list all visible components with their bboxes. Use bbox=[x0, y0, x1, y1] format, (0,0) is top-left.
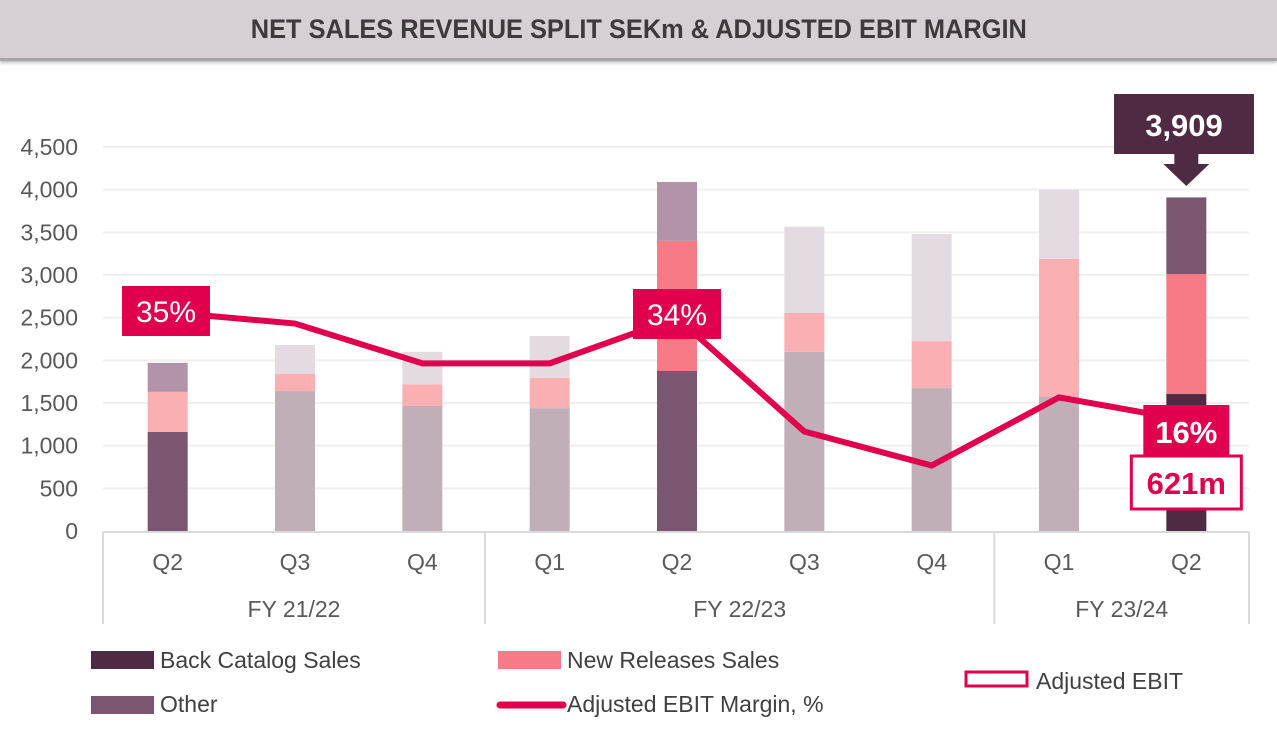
legend-swatch-other bbox=[91, 696, 154, 714]
bar-segment-other bbox=[1166, 197, 1207, 275]
down-arrow-icon bbox=[1163, 154, 1210, 186]
total-callout-box bbox=[1114, 94, 1254, 154]
bar-segment-other bbox=[784, 226, 825, 313]
legend-swatch-back-catalog bbox=[91, 651, 154, 669]
bar-segment-back-catalog bbox=[147, 432, 188, 531]
legend: Back Catalog Sales New Releases Sales Adju… bbox=[91, 647, 1183, 717]
bar-segment-new-releases bbox=[529, 377, 570, 409]
bar-segment-other bbox=[1039, 189, 1079, 259]
x-tick-label: Q3 bbox=[789, 549, 820, 575]
margin-label-box bbox=[122, 286, 210, 336]
chart-title: NET SALES REVENUE SPLIT SEKm & ADJUSTED … bbox=[250, 13, 1027, 44]
legend-label-new-releases: New Releases Sales bbox=[567, 647, 779, 673]
legend-label-margin: Adjusted EBIT Margin, % bbox=[567, 691, 824, 717]
total-callout-value: 3,909 bbox=[1145, 108, 1223, 143]
margin-label-box bbox=[633, 289, 721, 339]
margin-label: 16% bbox=[1155, 415, 1217, 450]
bar-segment-new-releases bbox=[1039, 258, 1079, 398]
y-tick-label: 500 bbox=[40, 475, 78, 501]
bar-segment-other bbox=[911, 234, 952, 342]
x-tick-label: Q4 bbox=[916, 549, 947, 575]
bar-segment-new-releases bbox=[911, 341, 952, 389]
bar-segment-back-catalog bbox=[529, 408, 570, 531]
fiscal-year-label: FY 21/22 bbox=[248, 596, 341, 622]
legend-swatch-adjusted-ebit bbox=[964, 670, 1029, 688]
data-labels: 35% 34% 16% 621m 3,909 bbox=[122, 94, 1254, 511]
y-tick-label: 1,000 bbox=[20, 433, 78, 459]
fiscal-year-label: FY 22/23 bbox=[693, 596, 786, 622]
legend-label-adjusted-ebit: Adjusted EBIT bbox=[1036, 668, 1183, 694]
x-tick-label: Q3 bbox=[280, 549, 311, 575]
x-tick-label: Q2 bbox=[662, 549, 693, 575]
x-tick-label: Q1 bbox=[534, 549, 565, 575]
legend-label-other: Other bbox=[160, 691, 218, 717]
x-tick-label: Q4 bbox=[407, 549, 438, 575]
y-tick-label: 2,000 bbox=[20, 347, 78, 373]
bar-segment-back-catalog bbox=[402, 405, 443, 531]
bar-segment-new-releases bbox=[784, 312, 825, 352]
bar-segment-back-catalog bbox=[1039, 397, 1079, 531]
y-tick-label: 0 bbox=[65, 518, 78, 544]
margin-label: 35% bbox=[136, 296, 196, 329]
bar-segment-new-releases bbox=[1166, 274, 1207, 395]
title-bar: NET SALES REVENUE SPLIT SEKm & ADJUSTED … bbox=[0, 0, 1277, 61]
y-tick-label: 3,500 bbox=[20, 219, 78, 245]
bar-segment-new-releases bbox=[147, 391, 188, 433]
fiscal-year-label: FY 23/24 bbox=[1075, 596, 1168, 622]
x-tick-label: Q1 bbox=[1044, 549, 1075, 575]
bar-segment-other bbox=[657, 181, 697, 241]
bar-segment-new-releases bbox=[402, 384, 443, 406]
adjusted-ebit-label-box bbox=[1129, 454, 1243, 511]
x-tick-label: Q2 bbox=[152, 549, 183, 575]
bar-segment-back-catalog bbox=[657, 371, 697, 531]
margin-label: 34% bbox=[647, 299, 707, 332]
bars bbox=[147, 181, 1207, 531]
bar-segment-back-catalog bbox=[784, 351, 825, 531]
legend-swatch-new-releases bbox=[498, 651, 561, 669]
y-tick-label: 4,000 bbox=[20, 177, 78, 203]
y-tick-label: 1,500 bbox=[20, 390, 78, 416]
adjusted-ebit-label: 621m bbox=[1147, 466, 1226, 501]
y-tick-label: 3,000 bbox=[20, 262, 78, 288]
bar-segment-back-catalog bbox=[275, 391, 315, 531]
x-tick-label: Q2 bbox=[1171, 549, 1202, 575]
margin-label-box bbox=[1143, 405, 1230, 455]
y-tick-label: 2,500 bbox=[20, 305, 78, 331]
bar-segment-other bbox=[147, 362, 188, 392]
y-axis-ticks: 0 500 1,000 1,500 2,000 2,500 3,000 3,500 4,000 4… bbox=[20, 134, 78, 544]
y-tick-label: 4,500 bbox=[20, 134, 78, 160]
bar-segment-new-releases bbox=[275, 373, 315, 392]
x-axis: Q2 Q3 Q4 Q1 Q2 Q3 Q4 Q1 Q2 FY 21/22 FY 22/23 FY 23/… bbox=[102, 531, 1250, 624]
bar-segment-other bbox=[275, 344, 315, 374]
legend-label-back-catalog: Back Catalog Sales bbox=[160, 647, 361, 673]
